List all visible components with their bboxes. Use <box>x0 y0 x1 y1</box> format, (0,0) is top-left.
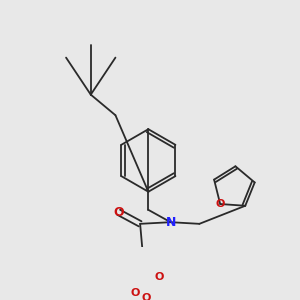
Text: O: O <box>131 288 140 298</box>
Text: O: O <box>113 206 124 219</box>
Text: N: N <box>165 216 176 229</box>
Text: O: O <box>215 199 225 209</box>
Text: O: O <box>142 293 151 300</box>
Text: O: O <box>154 272 164 282</box>
